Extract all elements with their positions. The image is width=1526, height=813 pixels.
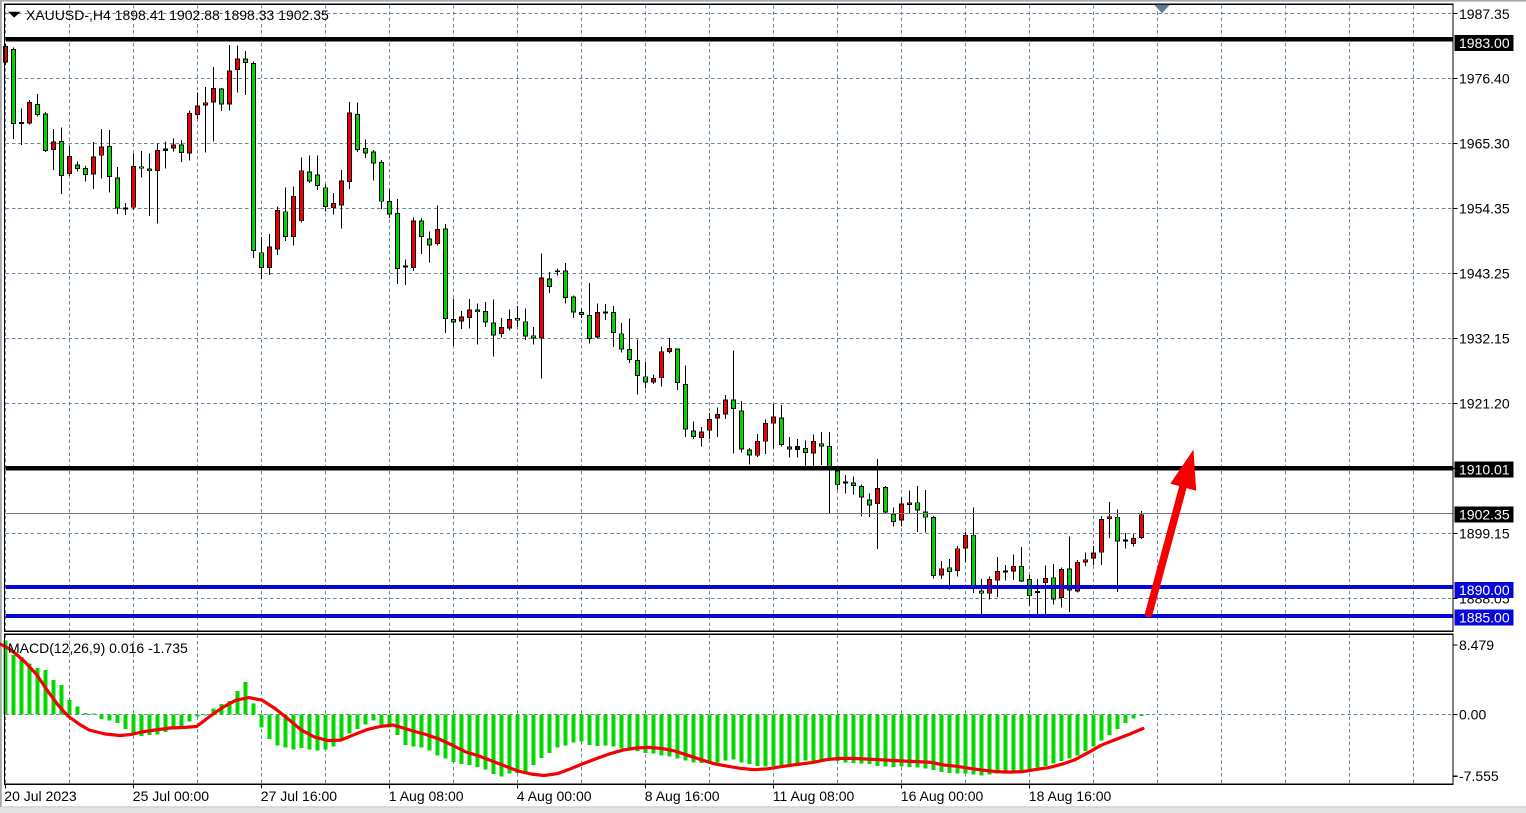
svg-text:4 Aug 00:00: 4 Aug 00:00: [517, 788, 592, 804]
svg-text:1965.30: 1965.30: [1459, 136, 1510, 152]
svg-text:-7.555: -7.555: [1459, 768, 1499, 784]
svg-text:1885.00: 1885.00: [1459, 610, 1510, 626]
svg-text:1932.15: 1932.15: [1459, 331, 1510, 347]
svg-text:MACD(12,26,9) 0.016 -1.735: MACD(12,26,9) 0.016 -1.735: [8, 640, 188, 656]
svg-text:1921.20: 1921.20: [1459, 396, 1510, 412]
svg-text:1899.15: 1899.15: [1459, 526, 1510, 542]
svg-text:1976.40: 1976.40: [1459, 71, 1510, 87]
svg-text:0.00: 0.00: [1459, 706, 1486, 722]
svg-text:1890.00: 1890.00: [1459, 582, 1510, 598]
svg-text:1910.01: 1910.01: [1459, 462, 1510, 478]
svg-text:20 Jul 2023: 20 Jul 2023: [4, 788, 77, 804]
svg-text:8 Aug 16:00: 8 Aug 16:00: [645, 788, 720, 804]
svg-text:1902.35: 1902.35: [1459, 507, 1510, 523]
svg-text:18 Aug 16:00: 18 Aug 16:00: [1029, 788, 1112, 804]
svg-text:25 Jul 00:00: 25 Jul 00:00: [133, 788, 209, 804]
svg-text:XAUUSD-,H4 1898.41 1902.88 189: XAUUSD-,H4 1898.41 1902.88 1898.33 1902.…: [26, 7, 329, 23]
svg-text:16 Aug 00:00: 16 Aug 00:00: [901, 788, 984, 804]
svg-text:1954.35: 1954.35: [1459, 201, 1510, 217]
svg-text:8.479: 8.479: [1459, 637, 1494, 653]
svg-text:1 Aug 08:00: 1 Aug 08:00: [389, 788, 464, 804]
svg-text:11 Aug 08:00: 11 Aug 08:00: [773, 788, 855, 804]
svg-text:1983.00: 1983.00: [1459, 35, 1510, 51]
svg-text:1987.35: 1987.35: [1459, 6, 1510, 22]
svg-text:1943.25: 1943.25: [1459, 266, 1510, 282]
svg-text:27 Jul 16:00: 27 Jul 16:00: [261, 788, 337, 804]
